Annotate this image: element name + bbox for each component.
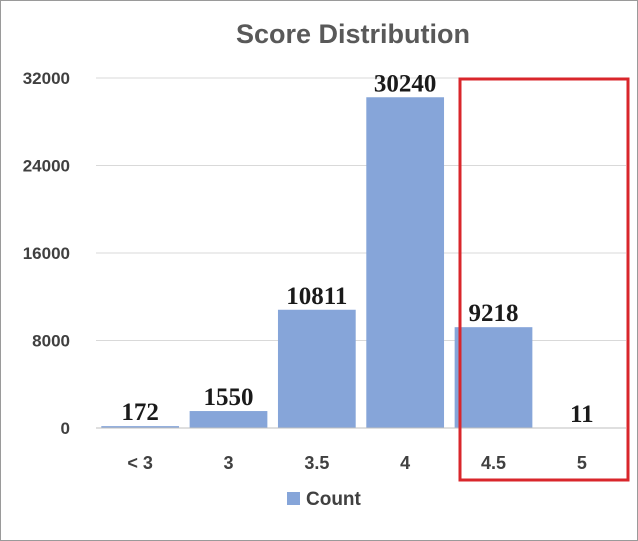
legend: Count: [287, 489, 362, 510]
x-tick-label: 4: [400, 453, 410, 473]
bar: [189, 411, 268, 428]
y-tick-label: 16000: [23, 244, 70, 263]
data-label: 9218: [469, 300, 519, 327]
y-tick-label: 32000: [23, 69, 70, 88]
bar: [277, 309, 356, 428]
x-tick-label: 5: [577, 453, 587, 473]
bar: [454, 327, 533, 428]
x-tick-label: < 3: [127, 453, 153, 473]
y-tick-label: 0: [61, 419, 70, 438]
x-tick-label: 3.5: [304, 453, 329, 473]
x-axis-ticks: < 3 3 3.5 4 4.5 5: [127, 453, 586, 473]
legend-label-count: Count: [306, 489, 362, 510]
data-label: 30240: [374, 70, 437, 97]
data-label: 172: [121, 399, 159, 426]
data-labels: 172 1550 10811 30240 9218 11: [121, 70, 593, 428]
data-label: 11: [570, 401, 594, 428]
x-tick-label: 3: [223, 453, 233, 473]
y-axis-ticks: 0 8000 16000 24000 32000: [23, 69, 70, 438]
gridlines: [96, 77, 626, 341]
x-tick-label: 4.5: [481, 453, 506, 473]
bar: [366, 97, 445, 428]
chart-title: Score Distribution: [236, 19, 470, 49]
data-label: 1550: [204, 384, 254, 411]
bars: [101, 97, 621, 429]
highlight-box: [458, 77, 630, 482]
y-tick-label: 8000: [32, 332, 70, 351]
legend-swatch-count: [287, 492, 300, 505]
bar: [101, 426, 180, 428]
data-label: 10811: [286, 283, 347, 310]
y-tick-label: 24000: [23, 157, 70, 176]
